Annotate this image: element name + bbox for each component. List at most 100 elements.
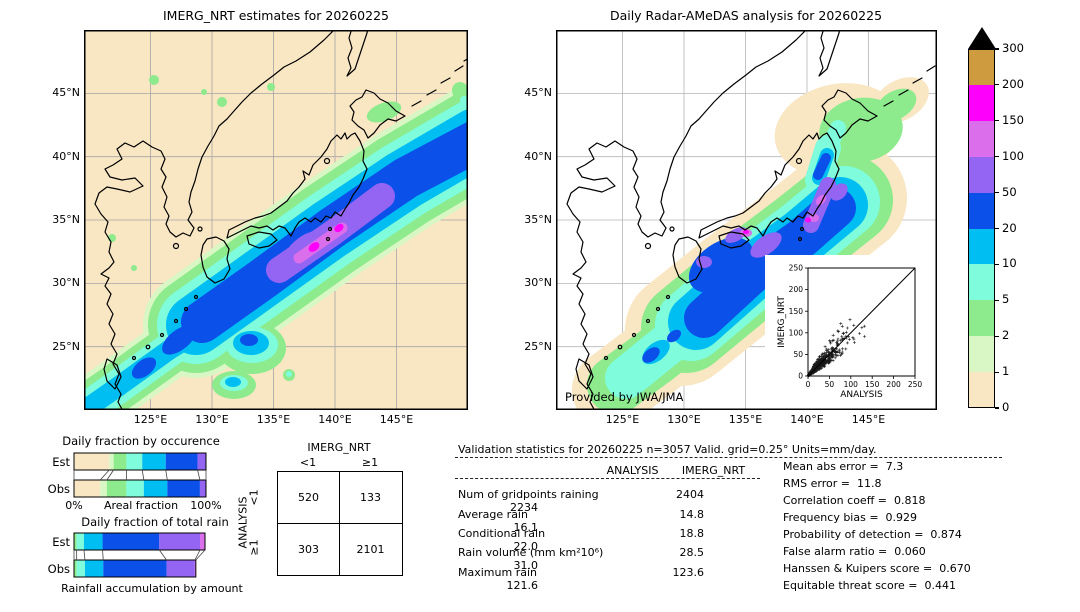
occurrence_fractions-outline-Obs [73,479,207,498]
right_map-lat-tick: 45°N [524,86,552,100]
total_rain_fractions-connector [195,549,206,561]
stats-row: Rain volume (mm km²10⁶) 28.5 31.0 [458,546,758,572]
left_map-lat-tick: 25°N [52,339,80,353]
colorbar-tick-label: 100 [1002,148,1024,163]
imerg-map [84,30,468,410]
metric-row: Correlation coeff = 0.818 [783,494,926,507]
total_rain_fractions-seg-Obs-2 [84,560,104,577]
stat-imerg-value: 121.6 [506,579,539,592]
metric-label: Hanssen & Kuipers score = [783,562,933,575]
left_map-lat-tick: 45°N [52,86,80,100]
colorbar-tick-label: 200 [1002,76,1024,91]
inset-ylabel: IMERG_NRT [777,296,787,348]
right_map-lon-tick: 135°E [728,413,763,426]
inset-y-tick-label: 50 [793,350,803,359]
occurrence_fractions-seg-Est-3 [126,453,143,470]
inset-x-tick-label: 200 [886,380,901,389]
metric-row: Frequency bias = 0.929 [783,511,917,524]
stat-imerg-value: 31.0 [513,559,539,572]
colorbar-tick [995,407,999,409]
colorbar-segment [968,49,995,86]
metric-label: Equitable threat score = [783,579,918,592]
colorbar-segment [968,264,995,301]
left_map-lon-tick: 140°E [318,413,352,426]
total_rain_fractions-seg-Est-0 [74,533,77,550]
stats-col-imerg: IMERG_NRT [681,464,746,477]
occurrence-chart-title: Daily fraction by occurence [62,434,220,448]
left_map-lon-tick: 130°E [195,413,229,426]
totalrain-row-label-est: Est [52,535,70,549]
metric-row: Equitable threat score = 0.441 [783,579,956,592]
right_map-lon-tick: 130°E [667,413,701,426]
occurrence_fractions-connector [197,469,201,481]
total_rain_fractions-seg-Obs-3 [103,560,167,577]
inset-x-tick-label: 0 [806,380,811,389]
radar-map: 0 50 100 150 200 250 0 50 100 150 200 250 ANALYSIS IM… [556,30,937,410]
occurrence_fractions-seg-Obs-6 [199,480,206,497]
identity-line [807,267,916,377]
total_rain_fractions-connector [194,549,201,561]
totalrain-footer: Rainfall accumulation by amount [61,582,243,595]
stats-row: Num of gridpoints raining 2404 2234 [458,488,758,514]
occurrence_fractions-seg-Est-6 [197,453,206,470]
metric-value: 0.670 [939,562,971,575]
total_rain_fractions-seg-Obs-5 [194,560,196,577]
occurrence_fractions-connector [165,469,168,481]
colorbar-tick [995,192,999,194]
contingency-col-group: IMERG_NRT [307,441,371,454]
colorbar-tick-label: 1 [1002,364,1010,379]
colorbar-segment [968,192,995,229]
stat-analysis-value: 14.8 [679,508,705,521]
metric-value: 0.929 [885,511,918,524]
left_map-lon-tick: 145°E [379,413,414,426]
stats-title: Validation statistics for 20260225 n=305… [458,443,877,456]
inset-x-tick-label: 150 [865,380,880,389]
total_rain_fractions-seg-Obs-4 [166,560,195,577]
metric-value: 7.3 [885,460,904,473]
stat-label: Rain volume (mm km²10⁶) [458,546,604,559]
metric-value: 0.874 [930,528,962,541]
occurrence-xtick-0: 0% [65,499,83,512]
right_map-lon-tick: 140°E [790,413,824,426]
stats-col-analysis: ANALYSIS [606,464,659,477]
occurrence_fractions-seg-Est-2 [113,453,127,470]
inset-x-tick-label: 50 [825,380,835,389]
left_map-lon-tick: 135°E [256,413,291,426]
right_map-lat-tick: 30°N [524,276,552,290]
inset-y-tick-label: 100 [789,328,804,337]
total_rain_fractions-seg-Est-5 [200,533,205,550]
occurrence_fractions-seg-Obs-5 [167,480,200,497]
occurrence_fractions-connector [106,469,114,481]
colorbar-tick [995,263,999,265]
colorbar-segment [968,372,995,409]
stat-analysis-value: 2404 [676,488,704,501]
contingency-row-label-ge1: ≥1 [247,539,261,556]
colorbar-segment [968,84,995,122]
right-map-title: Daily Radar-AMeDAS analysis for 20260225 [609,8,883,23]
total_rain_fractions-seg-Est-3 [102,533,160,550]
colorbar-tick [995,48,999,50]
metric-label: RMS error = [783,477,850,490]
metric-row: RMS error = 11.8 [783,477,881,490]
left_map-lat-tick: 40°N [52,149,80,163]
totalrain-chart-title: Daily fraction of total rain [81,515,229,529]
total_rain_fractions-outline-Est [73,532,206,551]
right_map-lat-tick: 25°N [524,339,552,353]
inset-y-tick-label: 150 [789,307,804,316]
colorbar-tick-label: 50 [1002,184,1017,199]
colorbar-segment [968,300,995,337]
colorbar-tick-label: 300 [1002,41,1024,55]
occurrence_fractions-seg-Est-1 [109,453,114,470]
total_rain_fractions-seg-Est-2 [83,533,103,550]
total_rain_fractions-connector [102,549,104,561]
colorbar-tick [995,156,999,158]
occurrence-row-label-est: Est [52,455,70,469]
metric-label: Probability of detection = [783,528,924,541]
total_rain_fractions-connector [83,549,86,561]
colorbar-tick [995,371,999,373]
colorbar-segment [968,228,995,265]
total_rain_fractions-seg-Est-4 [159,533,201,550]
metric-label: Correlation coeff = [783,494,887,507]
colorbar-tick-label: 5 [1002,292,1010,307]
